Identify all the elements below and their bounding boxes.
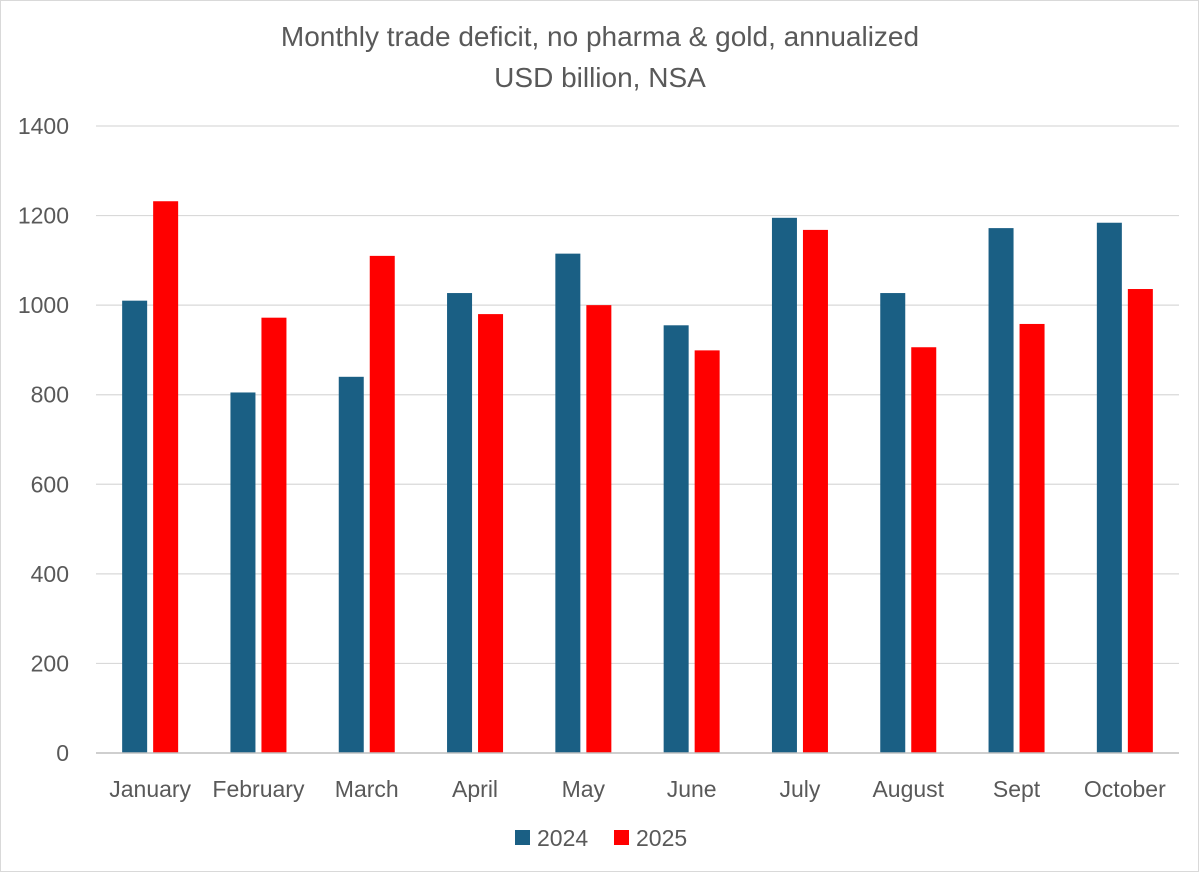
legend-label-2024: 2024 bbox=[537, 825, 588, 851]
y-tick-label: 400 bbox=[31, 561, 69, 587]
bar-2025-july bbox=[802, 229, 828, 754]
bar-2024-may bbox=[555, 253, 581, 753]
bar-2024-june bbox=[663, 325, 689, 753]
y-tick-label: 1200 bbox=[18, 203, 69, 229]
bar-2025-sept bbox=[1019, 323, 1045, 753]
y-tick-label: 1000 bbox=[18, 292, 69, 318]
bar-2024-february bbox=[230, 392, 256, 753]
legend-swatch-2024 bbox=[515, 830, 530, 845]
x-tick-label: Sept bbox=[993, 776, 1041, 802]
bar-2025-april bbox=[478, 314, 504, 753]
bar-2025-may bbox=[586, 305, 612, 753]
legend-swatch-2025 bbox=[614, 830, 629, 845]
bar-2025-october bbox=[1127, 289, 1153, 753]
bar-2025-august bbox=[911, 347, 937, 753]
x-tick-label: February bbox=[212, 776, 305, 802]
bar-2024-august bbox=[880, 293, 906, 753]
x-axis-ticks: January February March April May June July Augu… bbox=[109, 776, 1166, 802]
x-tick-label: May bbox=[562, 776, 606, 802]
x-tick-label: August bbox=[872, 776, 944, 802]
bar-2024-march bbox=[338, 376, 364, 753]
y-tick-label: 800 bbox=[31, 382, 69, 408]
chart-subtitle: USD billion, NSA bbox=[494, 62, 706, 93]
y-tick-label: 600 bbox=[31, 471, 69, 497]
y-tick-label: 1400 bbox=[18, 113, 69, 139]
bar-2024-sept bbox=[988, 228, 1014, 753]
chart-title: Monthly trade deficit, no pharma & gold,… bbox=[281, 21, 919, 52]
bar-2025-june bbox=[694, 350, 720, 753]
gridlines bbox=[96, 125, 1179, 665]
y-tick-label: 0 bbox=[56, 740, 69, 766]
bar-2025-march bbox=[369, 255, 395, 753]
y-tick-label: 200 bbox=[31, 650, 69, 676]
bar-2024-july bbox=[771, 217, 797, 753]
bar-2024-april bbox=[447, 293, 473, 753]
x-tick-label: July bbox=[779, 776, 820, 802]
bar-2024-october bbox=[1096, 222, 1122, 754]
x-tick-label: October bbox=[1084, 776, 1166, 802]
bar-2025-february bbox=[261, 317, 287, 753]
legend: 2024 2025 bbox=[515, 825, 687, 851]
bar-2025-january bbox=[153, 201, 179, 754]
x-tick-label: March bbox=[335, 776, 399, 802]
x-tick-label: April bbox=[452, 776, 498, 802]
y-axis-ticks: 0 200 400 600 800 1000 1200 1400 bbox=[18, 113, 69, 766]
x-tick-label: June bbox=[667, 776, 717, 802]
legend-label-2025: 2025 bbox=[636, 825, 687, 851]
bars bbox=[122, 201, 1153, 754]
x-tick-label: January bbox=[109, 776, 191, 802]
bar-2024-january bbox=[122, 300, 148, 753]
